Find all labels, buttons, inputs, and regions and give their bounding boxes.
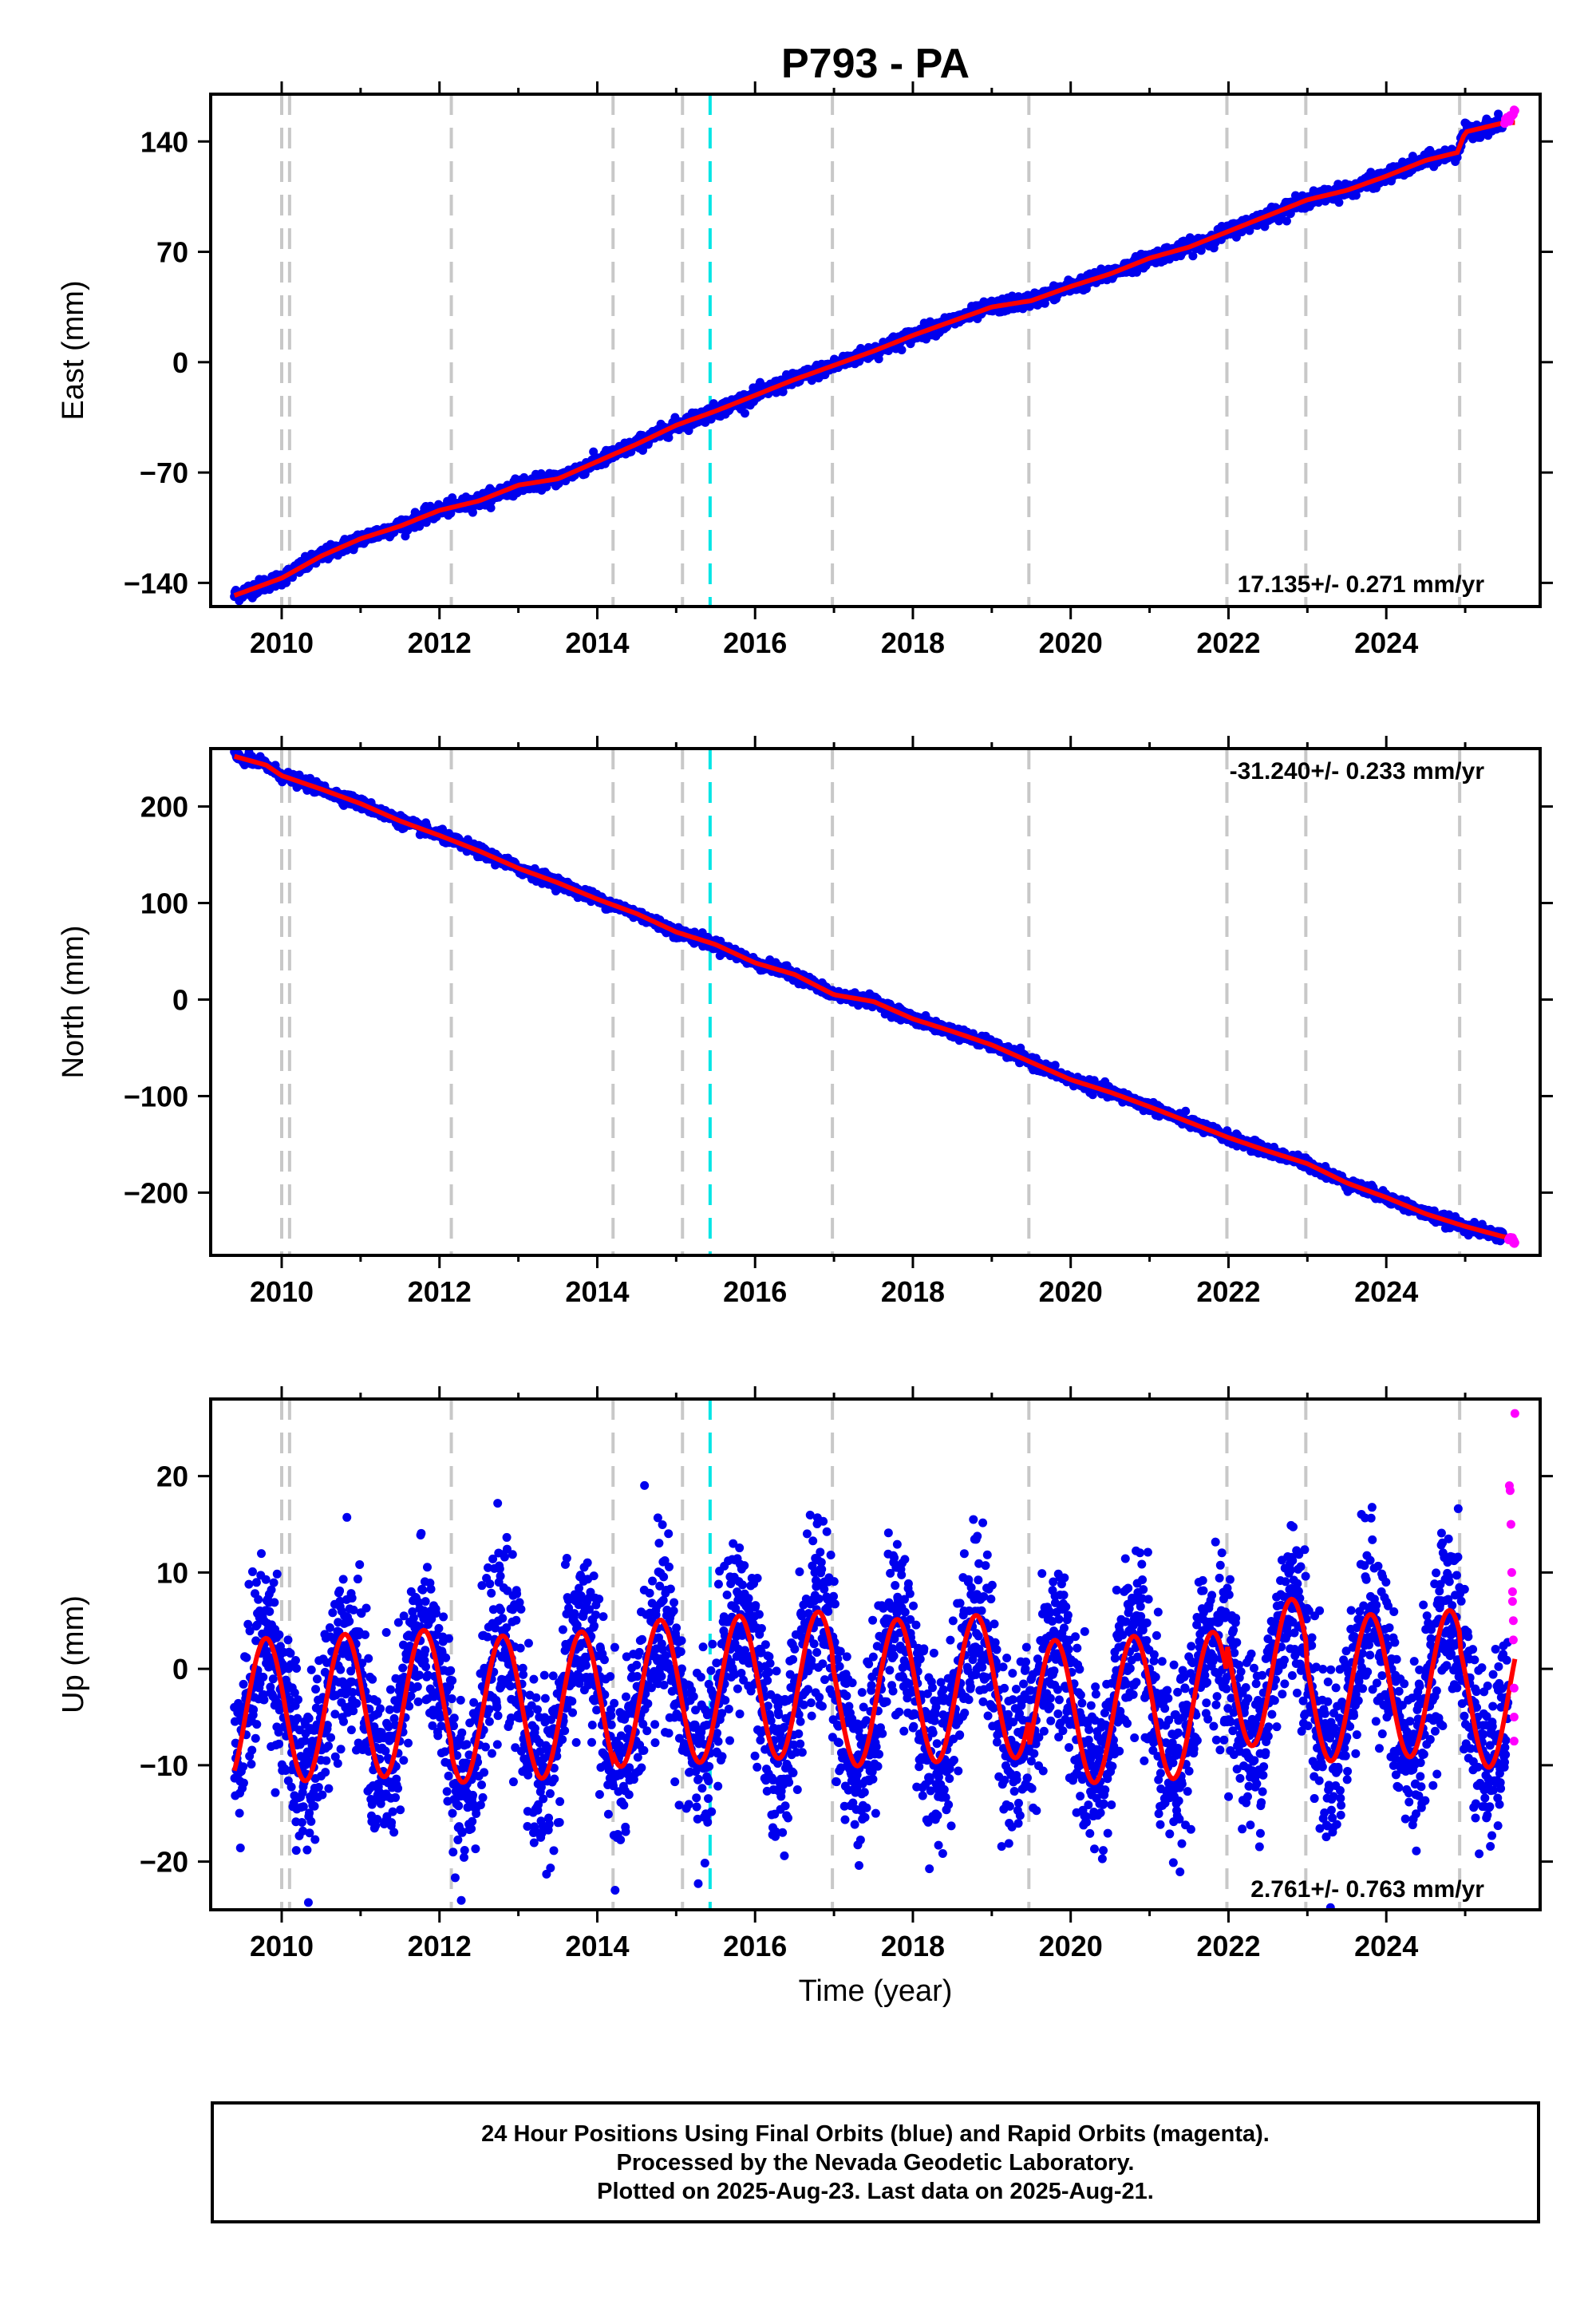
final-orbit-point bbox=[1181, 1106, 1191, 1116]
final-orbit-point bbox=[468, 508, 477, 517]
x-tick-label: 2018 bbox=[881, 626, 945, 659]
final-orbit-point bbox=[897, 345, 907, 354]
final-orbit-point bbox=[1188, 251, 1198, 261]
panel-east: 2010 2012 2014 2016 2018 2020 2022 2024 −140 −70 0… bbox=[57, 81, 1553, 659]
panel-north: 2010 2012 2014 2016 2018 2020 2022 2024−200−100… bbox=[57, 736, 1553, 1308]
y-tick-label: −140 bbox=[124, 567, 188, 599]
x-tick-label: 2016 bbox=[723, 626, 787, 659]
final-orbit-point bbox=[1334, 198, 1344, 207]
y-tick-label: 0 bbox=[172, 346, 188, 379]
plot-area-north bbox=[230, 749, 1519, 1255]
rapid-orbit-points bbox=[1500, 105, 1519, 128]
final-orbit-point bbox=[437, 824, 447, 834]
chart-title: P793 - PA bbox=[781, 41, 970, 87]
plot-area-east bbox=[230, 94, 1519, 607]
rapid-orbit-point bbox=[1510, 106, 1519, 116]
final-orbit-points bbox=[230, 109, 1509, 606]
y-tick-label: 70 bbox=[156, 236, 188, 269]
x-tick-label: 2020 bbox=[1039, 626, 1103, 659]
final-orbit-point bbox=[1494, 109, 1503, 119]
plot-frame bbox=[209, 93, 1542, 608]
final-orbit-point bbox=[1351, 191, 1361, 200]
final-orbit-point bbox=[1282, 216, 1291, 226]
y-axis-label: East (mm) bbox=[57, 280, 90, 420]
final-orbit-point bbox=[1050, 1061, 1060, 1070]
rate-label: 17.135+/- 0.271 mm/yr bbox=[1238, 571, 1485, 598]
y-tick-label: 140 bbox=[140, 125, 188, 158]
x-tick-label: 2024 bbox=[1354, 626, 1418, 659]
x-tick-label: 2022 bbox=[1196, 626, 1260, 659]
final-orbit-point bbox=[486, 503, 496, 512]
x-tick-label: 2014 bbox=[565, 626, 629, 659]
model-fit-line bbox=[233, 120, 1515, 599]
panels: 2010 2012 2014 2016 2018 2020 2022 2024 −140 −70 0… bbox=[57, 81, 1553, 2008]
final-orbit-point bbox=[740, 409, 749, 418]
y-tick-label: −70 bbox=[140, 456, 188, 489]
x-tick-label: 2012 bbox=[408, 626, 472, 659]
x-tick-label: 2010 bbox=[250, 626, 314, 659]
